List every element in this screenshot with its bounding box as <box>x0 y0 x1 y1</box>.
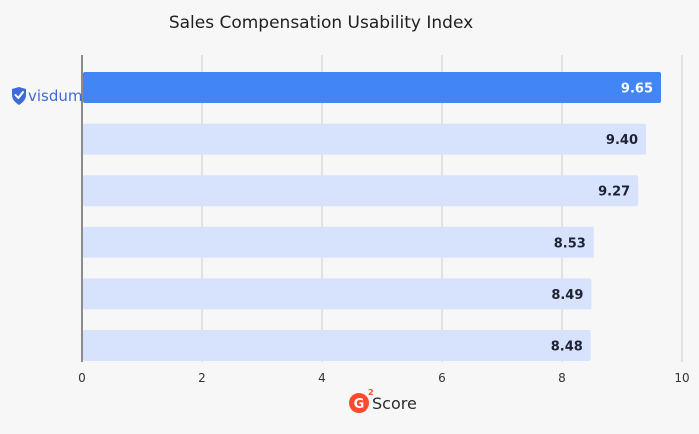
bar <box>83 226 594 258</box>
g2-score-footer: G 2 Score <box>349 388 417 413</box>
g2-logo-glyph: G <box>354 397 365 412</box>
bar-value-label: 9.27 <box>598 185 630 200</box>
bar <box>83 72 661 103</box>
score-label: Score <box>372 394 417 413</box>
x-axis-ticks: 0 2 4 6 8 10 <box>78 371 689 385</box>
x-tick-label: 8 <box>558 371 566 385</box>
grid-lines <box>201 55 683 362</box>
x-tick-label: 6 <box>438 371 446 385</box>
bars <box>83 72 661 361</box>
bar <box>83 175 639 207</box>
bar <box>83 278 592 310</box>
chart-title: Sales Compensation Usability Index <box>169 13 473 33</box>
bar-value-label: 8.49 <box>551 288 583 303</box>
g2-logo-icon: G 2 <box>349 388 374 413</box>
g2-logo-superscript: 2 <box>368 388 374 397</box>
bar-value-label: 9.40 <box>606 133 638 148</box>
shield-check-icon <box>12 87 26 105</box>
x-tick-label: 2 <box>198 371 206 385</box>
x-tick-label: 4 <box>318 371 326 385</box>
value-labels: 9.65 9.40 9.27 8.53 8.49 8.48 <box>551 82 653 355</box>
bar <box>83 330 591 361</box>
bar-value-label: 8.48 <box>551 340 583 355</box>
category-label-0: visdum <box>28 87 83 105</box>
bar <box>83 123 646 155</box>
bar-value-label: 8.53 <box>554 236 586 251</box>
bar-value-label: 9.65 <box>621 82 653 97</box>
visdum-brand-label: visdum <box>12 87 83 105</box>
x-tick-label: 0 <box>78 371 86 385</box>
x-tick-label: 10 <box>674 371 689 385</box>
